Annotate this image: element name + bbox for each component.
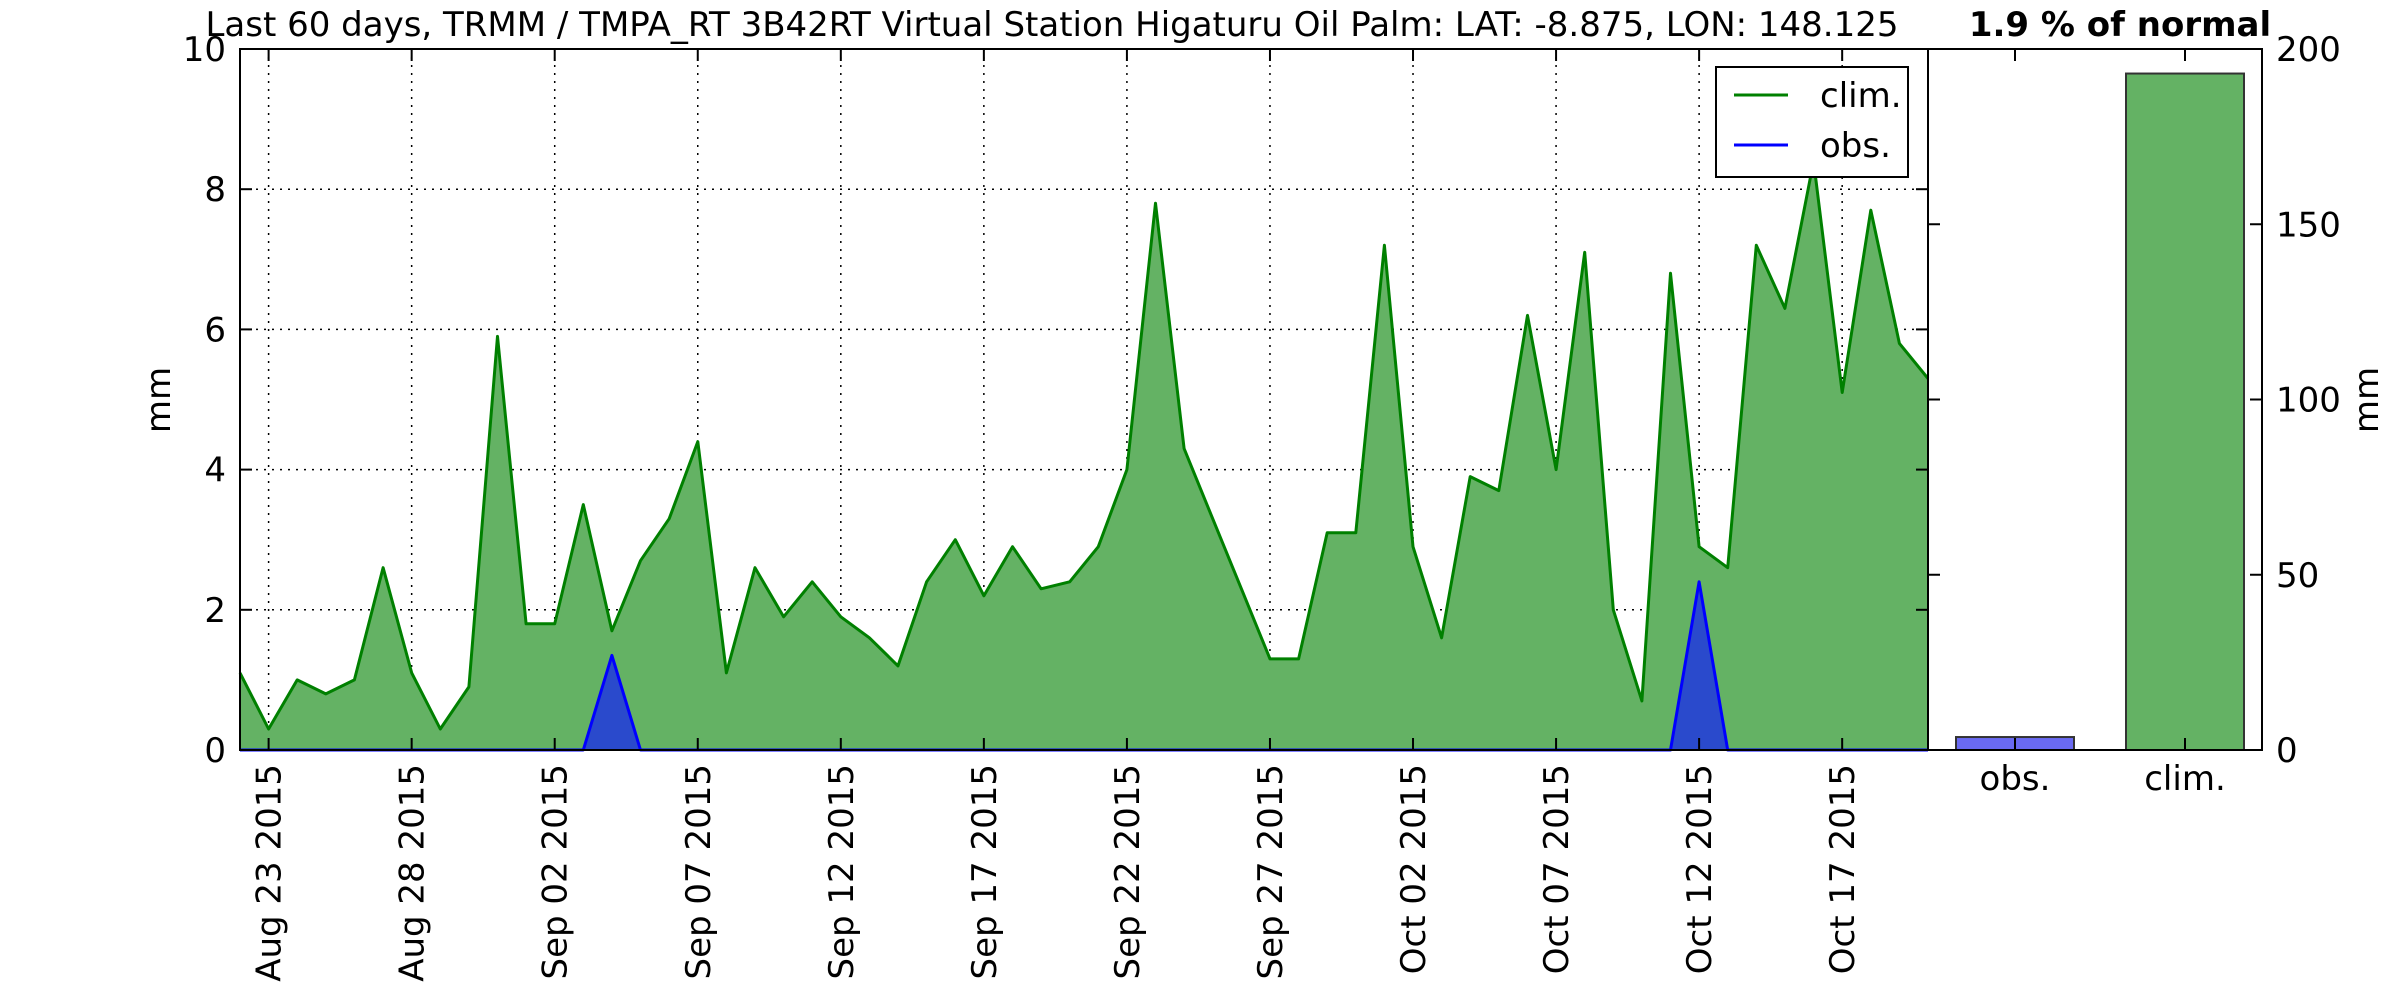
chart-title: Last 60 days, TRMM / TMPA_RT 3B42RT Virt… <box>205 5 1898 45</box>
side-axes: obs. clim. 0 50 100 150 200 <box>1927 30 2341 799</box>
side-y-tick-label: 200 <box>2276 30 2341 70</box>
x-tick-label: Sep 12 2015 <box>822 764 862 980</box>
y-tick-label: 10 <box>183 30 226 70</box>
x-tick-label: Aug 28 2015 <box>393 764 433 982</box>
side-y-axis-label: mm <box>2347 367 2387 433</box>
legend: clim. obs. <box>1715 66 1909 178</box>
side-x-tick-label: obs. <box>1980 759 2051 799</box>
side-y-tick-label: 150 <box>2276 205 2341 245</box>
x-tick-label: Sep 27 2015 <box>1251 764 1291 980</box>
x-tick-label: Sep 02 2015 <box>536 764 576 980</box>
percent-of-normal-title: 1.9 % of normal <box>1969 5 2271 45</box>
bar-clim <box>2125 72 2245 752</box>
series-clim-area <box>240 161 1928 750</box>
x-tick-label: Sep 17 2015 <box>965 764 1005 980</box>
x-tick-label: Oct 02 2015 <box>1394 764 1434 974</box>
x-tick-label: Oct 07 2015 <box>1537 764 1577 974</box>
series-clim-line <box>238 159 1930 731</box>
y-tick-label: 6 <box>204 310 226 350</box>
x-tick-label: Sep 07 2015 <box>679 764 719 980</box>
y-tick-label: 2 <box>204 591 226 631</box>
y-tick-label: 4 <box>204 451 226 491</box>
legend-clim-label: clim. <box>1820 76 1902 116</box>
x-tick-label: Aug 23 2015 <box>250 764 290 982</box>
side-y-tick-label: 0 <box>2276 731 2298 771</box>
legend-obs-label: obs. <box>1820 126 1891 166</box>
legend-frame <box>1715 66 1909 178</box>
side-bars <box>1955 72 2245 752</box>
side-y-tick-label: 100 <box>2276 381 2341 421</box>
x-tick-label: Oct 12 2015 <box>1680 764 1720 974</box>
main-axes: 0 2 4 6 8 10 Aug 23 2015 Aug 28 2015 Sep 02 2015… <box>183 30 1929 982</box>
y-tick-label: 0 <box>204 731 226 771</box>
side-x-tick-label: clim. <box>2144 759 2226 799</box>
main-series <box>238 159 1930 752</box>
y-tick-label: 8 <box>204 170 226 210</box>
x-tick-label: Oct 17 2015 <box>1823 764 1863 974</box>
x-tick-label: Sep 22 2015 <box>1108 764 1148 980</box>
side-y-tick-label: 50 <box>2276 556 2319 596</box>
main-y-axis-label: mm <box>139 367 179 433</box>
